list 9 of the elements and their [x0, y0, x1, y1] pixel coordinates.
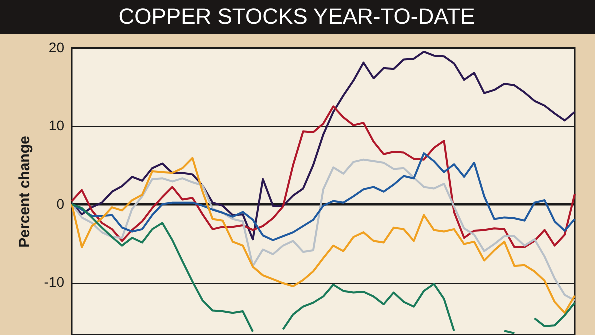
line-series — [71, 152, 576, 242]
line-series — [71, 106, 576, 248]
y-tick-label: 10 — [48, 118, 65, 134]
y-tick-label: -10 — [44, 274, 65, 290]
chart-title: COPPER STOCKS YEAR-TO-DATE — [118, 4, 476, 29]
line-series — [71, 50, 576, 241]
y-tick-label: 20 — [48, 40, 65, 56]
y-axis-title: Percent change — [16, 136, 34, 248]
y-tick-label: 0 — [56, 196, 65, 212]
